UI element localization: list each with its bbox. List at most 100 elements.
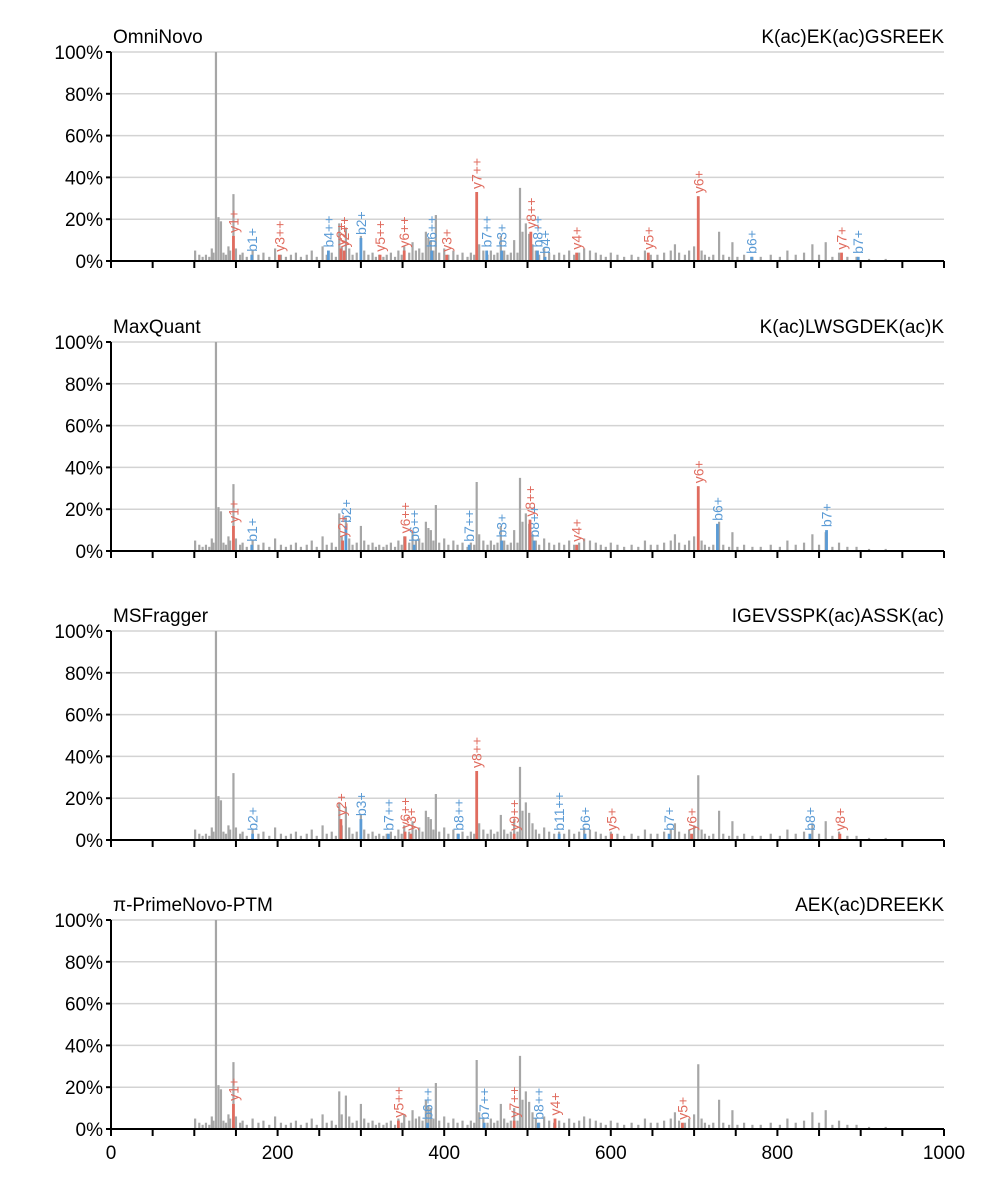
ion-label: y7++ [469,158,485,189]
ion-label: y1+ [225,210,241,233]
ion-label: y1+ [225,500,241,523]
y-tick-label: 60% [65,417,103,438]
ion-label: y6+ [690,170,706,193]
chart-panel: π-PrimeNovo-PTM AEK(ac)DREEKK b6++ b7++ b8++… [54,895,965,1164]
y-tick-label: 20% [65,789,103,810]
ion-label: y8++ [523,198,539,229]
ion-label: y7+ [834,227,850,250]
chart-panel: MaxQuant K(ac)LWSGDEK(ac)K b1+ b2+ b6++ b7++ b… [54,317,945,563]
peptide-sequence: AEK(ac)DREEKK [795,895,944,916]
y-tick-label: 100% [54,622,103,643]
x-tick-label: 400 [428,1143,460,1164]
ion-label: b8+ [802,807,818,831]
peptide-sequence: K(ac)LWSGDEK(ac)K [760,317,945,338]
ion-label: b3+ [494,224,510,248]
ion-label: b7+ [819,503,835,527]
ion-label: y6++ [397,797,413,828]
ion-label: b8++ [450,799,466,831]
ion-label: y2+ [333,793,349,816]
ion-label: b6++ [406,510,422,542]
ion-label: y5+ [674,1097,690,1120]
y-tick-label: 40% [65,747,103,768]
ion-label: y9++ [506,800,522,831]
y-tick-label: 100% [54,333,103,354]
ion-label: b6+ [744,230,760,254]
peptide-sequence: IGEVSSPK(ac)ASSK(ac) [732,606,944,627]
y-tick-label: 100% [54,911,103,932]
y-tick-label: 80% [65,664,103,685]
ion-label: y6+ [684,808,700,831]
y-tick-label: 80% [65,953,103,974]
ion-label: b7++ [479,216,495,248]
ion-label: b1+ [244,518,260,542]
x-tick-label: 1000 [923,1143,965,1164]
y-tick-label: 100% [54,43,103,64]
ion-label: b3+ [353,792,369,816]
y-tick-label: 0% [76,1120,104,1141]
y-tick-label: 40% [65,458,103,479]
ion-label: b3+ [494,514,510,538]
ion-label: b7+ [661,807,677,831]
ion-label: b4+ [537,230,553,254]
y-tick-label: 80% [65,85,103,106]
panel-title: MaxQuant [113,317,201,338]
y-tick-label: 60% [65,706,103,727]
y-tick-label: 20% [65,1078,103,1099]
ion-label: b7++ [380,799,396,831]
ion-label: y6+ [690,460,706,483]
ion-label: y8++ [522,486,538,517]
panel-title: MSFragger [113,606,209,627]
ion-label: y3+ [403,808,419,831]
ion-label: y2++ [336,216,352,247]
ion-label: b2+ [245,807,261,831]
y-tick-label: 20% [65,500,103,521]
ion-label: y8++ [469,737,485,768]
panel-title: π-PrimeNovo-PTM [113,895,273,916]
ion-label: b1+ [244,228,260,252]
ion-label: b6++ [424,216,440,248]
ion-label: b6+ [709,497,725,521]
y-tick-label: 0% [76,542,104,563]
y-tick-label: 20% [65,210,103,231]
ion-label: y3++ [271,221,287,252]
panel-title: OmniNovo [113,27,203,48]
chart-panel: MSFragger IGEVSSPK(ac)ASSK(ac) b2+ b3+ b7++ b… [54,606,945,852]
y-tick-label: 80% [65,375,103,396]
ion-label: b8++ [530,1088,546,1120]
peptide-sequence: K(ac)EK(ac)GSREEK [761,27,944,48]
ion-label: b7+ [850,230,866,254]
ion-label: y4+ [547,1093,563,1116]
ion-label: y8+ [832,808,848,831]
ion-label: y2+ [333,222,349,245]
x-tick-label: 600 [595,1143,627,1164]
ion-label: b2+ [338,499,354,523]
ion-label: b6++ [420,1088,436,1120]
x-tick-label: 200 [262,1143,294,1164]
ion-label: b11++ [551,792,567,831]
y-tick-label: 40% [65,1036,103,1057]
ion-label: b7++ [461,510,477,542]
y-tick-label: 0% [76,252,104,273]
ion-label: y5++ [372,221,388,252]
ion-label: y7++ [506,1086,522,1117]
ion-label: b8++ [529,216,545,248]
ion-label: y6++ [397,502,413,533]
x-tick-label: 800 [762,1143,794,1164]
ion-label: y5++ [390,1086,406,1117]
y-tick-label: 0% [76,831,104,852]
y-tick-label: 60% [65,995,103,1016]
ion-label: y1+ [225,1078,241,1101]
ion-label: y6++ [396,216,412,247]
ion-label: y4+ [569,227,585,250]
ion-label: b6+ [577,807,593,831]
y-tick-label: 40% [65,168,103,189]
ion-label: b4++ [320,216,336,248]
ion-label: b7++ [476,1088,492,1120]
x-tick-label: 0 [106,1143,117,1164]
ion-label: y4+ [569,519,585,542]
ion-label: b2+ [353,211,369,235]
ion-label: y3+ [439,229,455,252]
ion-label: y5+ [640,227,656,250]
ion-label: y5+ [604,808,620,831]
